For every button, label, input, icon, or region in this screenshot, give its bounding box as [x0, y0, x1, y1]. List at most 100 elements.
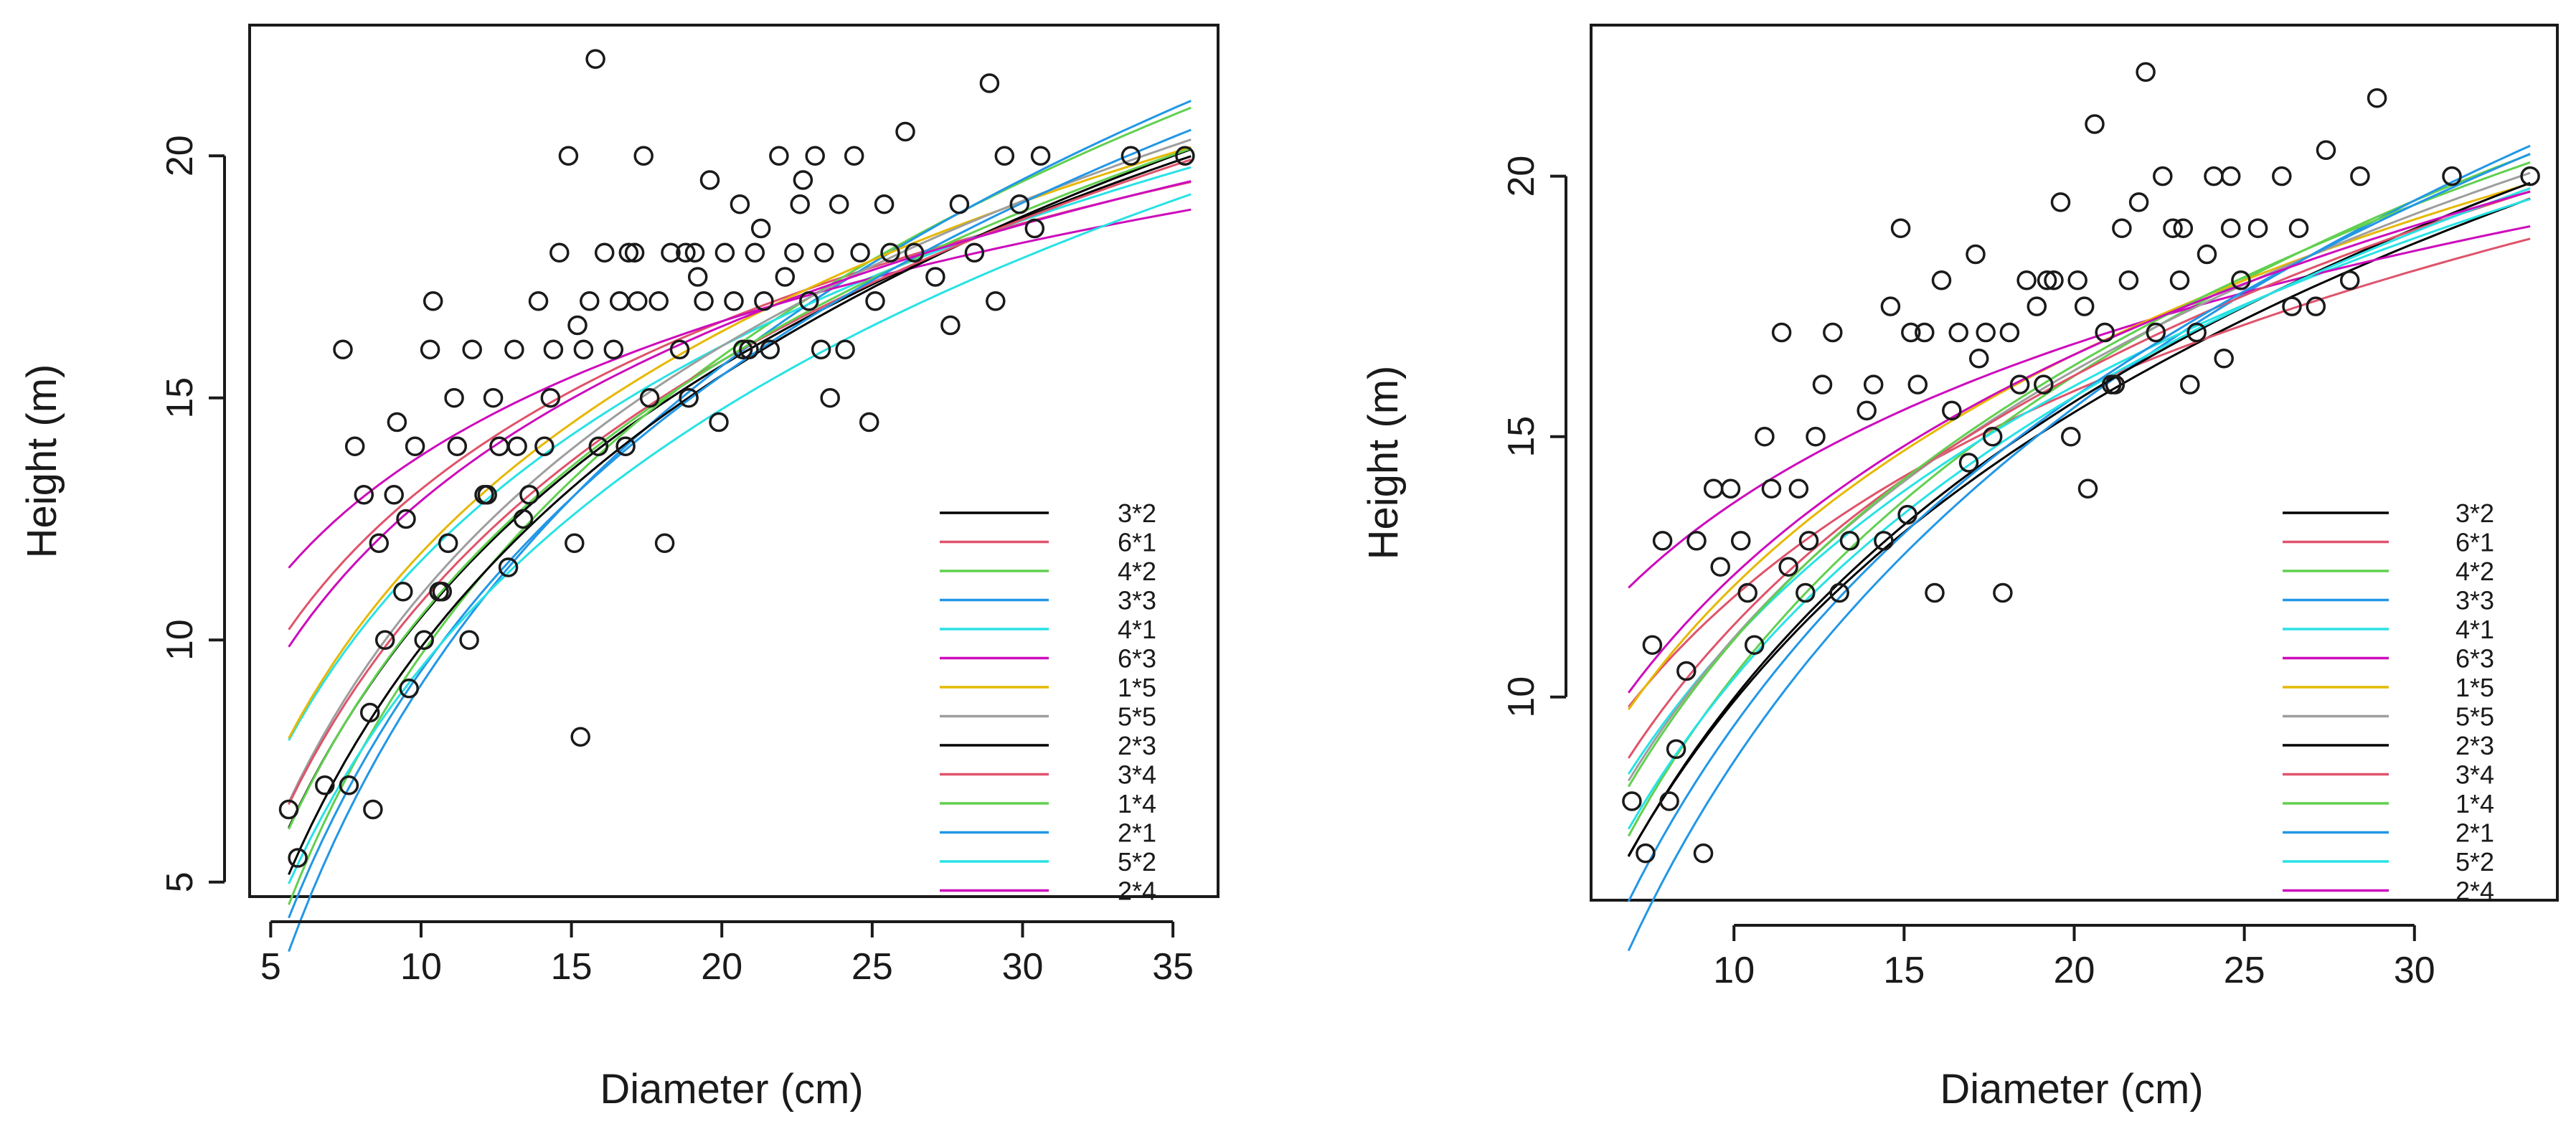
left-data-point — [714, 242, 735, 263]
left-curve-14 — [288, 180, 1192, 648]
left-data-point — [483, 387, 504, 408]
left-data-point — [745, 242, 765, 263]
right-points — [1622, 62, 2540, 864]
left-data-point — [570, 727, 590, 747]
left-x-tick-label: 35 — [1152, 946, 1194, 988]
right-data-point — [1993, 582, 2013, 603]
right-data-point — [1771, 322, 1792, 343]
left-data-point — [811, 339, 831, 360]
left-x-tick-label: 20 — [701, 946, 742, 988]
right-data-point — [2163, 218, 2183, 238]
left-data-point — [534, 436, 555, 456]
left-x-axis: 5 10 15 20 25 30 35 — [260, 920, 1194, 988]
right-data-point — [2247, 218, 2268, 238]
left-curve-4 — [288, 100, 1192, 953]
left-data-point — [585, 49, 605, 70]
right-legend-label: 5*5 — [2455, 702, 2494, 732]
left-curve-2 — [288, 181, 1192, 630]
right-data-point — [2153, 166, 2173, 186]
right-data-point — [1755, 426, 1775, 447]
left-data-point — [880, 242, 900, 263]
left-data-point — [363, 799, 383, 820]
right-data-point — [2282, 296, 2302, 316]
left-data-point — [549, 242, 570, 263]
right-curve-6 — [1628, 225, 2531, 589]
left-curve-6 — [288, 208, 1192, 569]
left-x-tick-label: 30 — [1002, 946, 1044, 988]
right-data-point — [1744, 635, 1765, 655]
right-data-point — [2231, 270, 2251, 290]
right-y-axis: 10 15 20 — [1501, 156, 1567, 718]
left-data-point — [835, 339, 855, 360]
right-data-point — [1652, 531, 1673, 551]
right-data-point — [2027, 296, 2047, 316]
left-data-point — [393, 582, 413, 602]
left-data-point — [615, 436, 636, 456]
left-y-tick-label: 15 — [159, 377, 201, 419]
right-data-point — [1839, 531, 1860, 551]
right-legend-label: 2*1 — [2455, 818, 2494, 848]
left-data-point — [359, 702, 380, 723]
left-data-point — [444, 387, 464, 408]
left-curve-8 — [288, 138, 1192, 803]
left-curve-13 — [288, 193, 1192, 884]
left-data-point — [573, 339, 594, 360]
right-data-point — [1907, 374, 1928, 395]
right-data-point — [1823, 322, 1843, 343]
right-data-point — [2044, 270, 2064, 290]
right-curve-9 — [1627, 181, 2531, 857]
right-data-point — [1642, 635, 1663, 655]
right-data-point — [2350, 166, 2370, 186]
right-legend-label: 4*2 — [2455, 557, 2494, 586]
left-x-axis-title: Diameter (cm) — [600, 1066, 863, 1113]
left-curve-3 — [288, 106, 1192, 905]
left-data-point — [462, 339, 482, 360]
right-data-point — [1863, 374, 1884, 395]
left-data-point — [859, 412, 879, 433]
right-legend-label: 3*3 — [2455, 586, 2494, 615]
right-data-point — [2204, 166, 2224, 186]
left-data-point — [498, 557, 519, 577]
right-data-point — [1730, 531, 1751, 551]
left-data-point — [1009, 194, 1030, 214]
left-data-point — [661, 242, 681, 263]
left-data-point — [732, 339, 753, 360]
right-data-point — [1976, 322, 1996, 343]
left-curve-7 — [288, 146, 1192, 740]
left-data-point — [986, 291, 1006, 311]
right-data-point — [2037, 270, 2057, 290]
left-data-point — [679, 387, 699, 408]
left-data-point — [925, 267, 945, 287]
left-data-point — [447, 436, 468, 456]
left-panel: 5 10 15 20 25 30 35 5 10 15 20 3*26*14*23*34*16*3… — [19, 24, 1219, 1113]
left-data-point — [739, 339, 759, 360]
left-x-tick-label: 5 — [260, 946, 281, 988]
right-data-point — [1856, 400, 1877, 421]
right-y-axis-title: Height (m) — [1360, 366, 1407, 560]
right-legend: 3*26*14*23*34*16*31*55*52*33*41*42*15*22… — [2283, 499, 2494, 906]
right-curve-14 — [1628, 190, 2531, 694]
left-legend-label: 3*2 — [1118, 499, 1156, 528]
right-data-point — [2009, 374, 2030, 395]
left-y-tick-label: 5 — [159, 871, 201, 892]
left-y-axis: 5 10 15 20 — [159, 135, 226, 892]
right-x-axis: 10 15 20 25 30 — [1713, 924, 2435, 991]
left-legend-label: 2*4 — [1118, 877, 1156, 906]
right-data-point — [2220, 166, 2241, 186]
right-data-point — [2050, 192, 2071, 212]
right-data-point — [1958, 453, 1979, 473]
right-data-point — [1829, 582, 1849, 603]
right-data-point — [2136, 62, 2156, 82]
right-data-point — [2105, 374, 2126, 395]
left-data-point — [750, 218, 771, 239]
left-data-point — [1030, 146, 1051, 166]
left-legend-label: 5*2 — [1118, 847, 1156, 877]
right-legend-label: 4*1 — [2455, 615, 2494, 644]
right-data-point — [1703, 478, 1724, 499]
left-data-point — [333, 339, 353, 360]
right-data-point — [2220, 218, 2241, 238]
right-legend-label: 1*5 — [2455, 673, 2494, 702]
left-data-point — [799, 291, 819, 311]
